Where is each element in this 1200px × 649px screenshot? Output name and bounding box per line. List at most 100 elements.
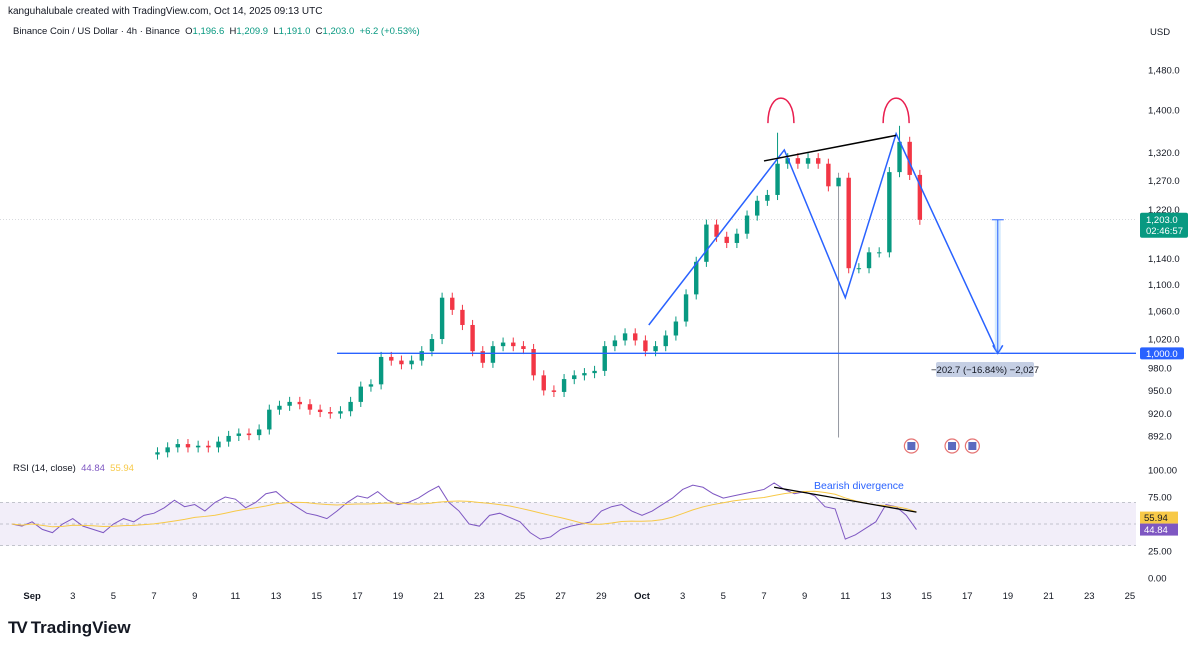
time-tick: 11 bbox=[840, 591, 850, 602]
rsi-ma-value: 55.94 bbox=[110, 463, 134, 474]
candle-body bbox=[450, 297, 455, 310]
candle-body bbox=[470, 324, 475, 352]
time-tick: 21 bbox=[1043, 591, 1054, 602]
candle-body bbox=[653, 346, 658, 352]
price-tick: 1,020.0 bbox=[1148, 335, 1180, 346]
candle-body bbox=[429, 339, 435, 352]
time-tick: 25 bbox=[515, 591, 526, 602]
candle-body bbox=[287, 401, 292, 406]
time-tick: 5 bbox=[721, 591, 726, 602]
double-top-arc bbox=[882, 97, 910, 124]
candle-body bbox=[297, 401, 302, 405]
us-flag-icon-fill bbox=[968, 442, 977, 450]
candle-body bbox=[511, 342, 516, 347]
price-tick: 1,480.0 bbox=[1148, 66, 1180, 77]
credit-line: kanguhalubale created with TradingView.c… bbox=[8, 6, 323, 17]
rsi-badge bbox=[1140, 523, 1178, 536]
candle-body bbox=[876, 252, 882, 254]
time-tick: 7 bbox=[151, 591, 156, 602]
time-tick: 7 bbox=[761, 591, 766, 602]
candle-body bbox=[267, 409, 272, 430]
us-flag-icon-fill bbox=[907, 442, 916, 450]
price-tick: 1,100.0 bbox=[1148, 280, 1180, 291]
candle-body bbox=[633, 333, 638, 341]
candle-body bbox=[602, 346, 607, 371]
support-price-label: 1,000.0 bbox=[1146, 349, 1178, 360]
rsi-title[interactable]: RSI (14, close) bbox=[13, 463, 76, 474]
candle-body bbox=[236, 433, 241, 436]
candle-body bbox=[185, 444, 191, 448]
support-price-badge bbox=[1140, 347, 1184, 360]
time-tick: 13 bbox=[881, 591, 892, 602]
time-tick: 13 bbox=[271, 591, 282, 602]
time-tick: Oct bbox=[634, 591, 651, 602]
candle-body bbox=[368, 384, 374, 387]
candle-body bbox=[460, 309, 465, 325]
candle-body bbox=[907, 141, 912, 175]
time-tick: 23 bbox=[474, 591, 485, 602]
time-tick: 9 bbox=[192, 591, 197, 602]
candle-body bbox=[724, 236, 729, 243]
time-tick: 23 bbox=[1084, 591, 1095, 602]
candle-body bbox=[439, 297, 445, 340]
time-tick: 15 bbox=[921, 591, 932, 602]
time-tick: 3 bbox=[70, 591, 75, 602]
rsi-badge-label: 44.84 bbox=[1144, 525, 1168, 536]
us-flag-icon-fill bbox=[948, 442, 957, 450]
candle-body bbox=[572, 375, 577, 380]
zigzag-pattern-line bbox=[648, 131, 999, 354]
time-tick: 21 bbox=[433, 591, 444, 602]
divergence-label: Bearish divergence bbox=[814, 480, 904, 492]
candle-body bbox=[561, 379, 567, 392]
high-label: H bbox=[229, 26, 237, 37]
rsi-ma-badge-label: 55.94 bbox=[1144, 513, 1168, 524]
resistance-trendline bbox=[763, 134, 897, 162]
candle-body bbox=[683, 294, 689, 322]
candle-body bbox=[755, 200, 760, 216]
currency-label[interactable]: USD bbox=[1150, 27, 1171, 38]
candle-body bbox=[704, 224, 709, 262]
rsi-value: 44.84 bbox=[81, 463, 105, 474]
candle-body bbox=[551, 390, 557, 392]
candle-body bbox=[246, 433, 252, 436]
candle-body bbox=[155, 452, 160, 455]
symbol-name[interactable]: Binance Coin / US Dollar · 4h · Binance bbox=[13, 26, 180, 37]
measure-label: −202.7 (−16.84%) −2,027 bbox=[931, 365, 1039, 376]
candle-body bbox=[409, 360, 414, 365]
candle-body bbox=[399, 360, 404, 365]
candle-body bbox=[744, 215, 750, 234]
candle-body bbox=[531, 349, 536, 376]
candle-body bbox=[358, 386, 363, 402]
time-tick: 15 bbox=[311, 591, 322, 602]
price-tick: 980.0 bbox=[1148, 363, 1172, 374]
candle-body bbox=[348, 401, 353, 412]
price-tick: 950.0 bbox=[1148, 386, 1172, 397]
time-tick: 19 bbox=[1003, 591, 1014, 602]
price-tick: 1,270.0 bbox=[1148, 176, 1180, 187]
candle-body bbox=[419, 351, 424, 361]
candle-body bbox=[338, 411, 343, 414]
time-tick: 17 bbox=[962, 591, 973, 602]
price-tick: 920.0 bbox=[1148, 409, 1172, 420]
rsi-tick: 100.00 bbox=[1148, 466, 1177, 477]
tradingview-logo[interactable]: TV TradingView bbox=[8, 618, 131, 638]
last-price-label: 1,203.0 bbox=[1146, 215, 1178, 226]
divergence-line bbox=[774, 486, 917, 513]
candle-body bbox=[317, 409, 323, 413]
rsi-band bbox=[0, 502, 1136, 546]
price-tick: 1,400.0 bbox=[1148, 106, 1180, 117]
candle-body bbox=[805, 158, 811, 164]
last-price-badge bbox=[1140, 212, 1188, 238]
price-tick: 1,140.0 bbox=[1148, 254, 1180, 265]
candle-body bbox=[836, 177, 841, 187]
price-tick: 1,220.0 bbox=[1148, 205, 1180, 216]
candle-body bbox=[480, 351, 485, 363]
candle-body bbox=[795, 158, 801, 164]
change-value: +6.2 (+0.53%) bbox=[359, 26, 420, 37]
candle-body bbox=[856, 268, 862, 270]
time-tick: 25 bbox=[1125, 591, 1136, 602]
time-tick: 27 bbox=[555, 591, 566, 602]
double-top-arc bbox=[767, 97, 795, 124]
price-tick: 1,060.0 bbox=[1148, 307, 1180, 318]
